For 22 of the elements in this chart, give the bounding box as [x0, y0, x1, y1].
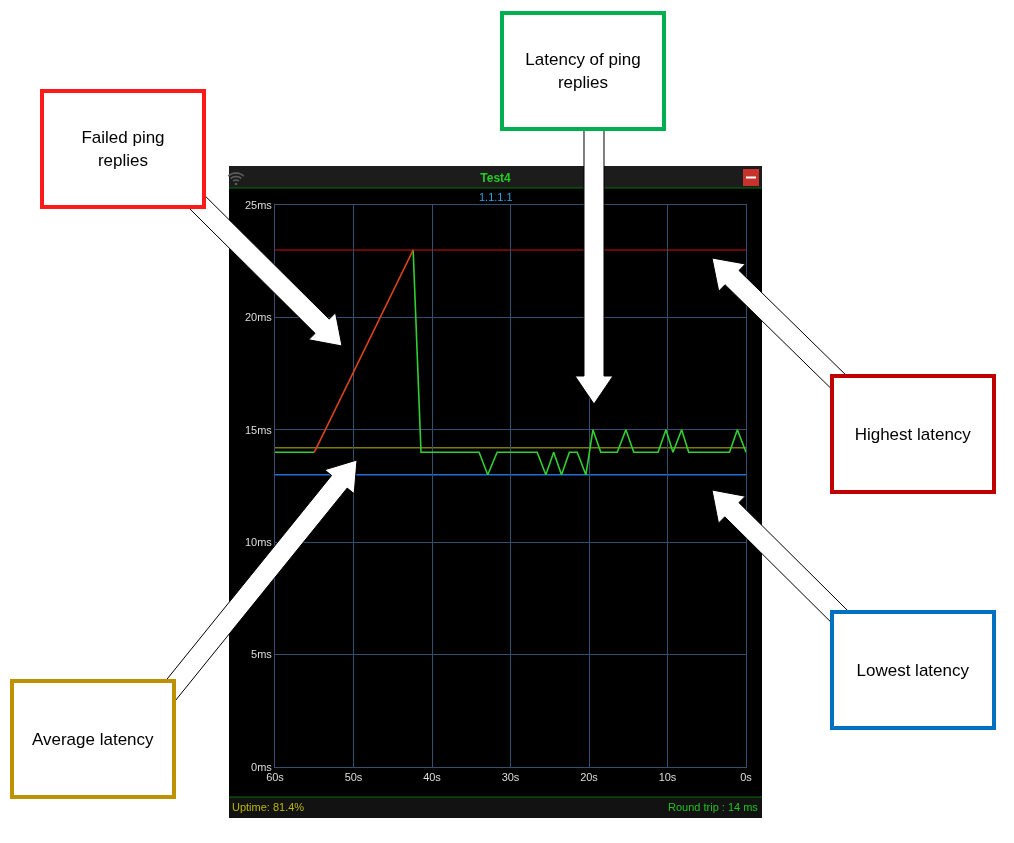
x-tick-label: 0s — [740, 771, 753, 784]
text: Uptime: 81.4% — [232, 801, 305, 813]
y-tick-label: 15ms — [244, 423, 273, 436]
x-tick-label: 10s — [658, 771, 677, 784]
x-tick-label: 20s — [580, 771, 599, 784]
y-tick-label: 10ms — [244, 536, 273, 549]
text: Round trip : 14 ms — [668, 801, 759, 813]
chart-title: Test4 — [480, 171, 512, 186]
x-tick-label: 40s — [423, 771, 442, 784]
x-tick-label: 30s — [501, 771, 520, 784]
text: Highest latency — [854, 424, 972, 444]
y-tick-label: 5ms — [251, 648, 273, 661]
chart-subtitle: 1.1.1.1 — [479, 191, 513, 203]
y-tick-label: 25ms — [244, 198, 273, 211]
text: Lowest latency — [856, 660, 970, 680]
text: Average latency — [31, 729, 155, 749]
text: Latency of ping replies — [525, 50, 641, 92]
x-tick-label: 50s — [344, 771, 363, 784]
y-tick-label: 20ms — [244, 311, 273, 324]
y-tick-label: 0ms — [251, 760, 273, 773]
x-tick-label: 60s — [266, 771, 285, 784]
text: Failed ping replies — [81, 128, 165, 170]
